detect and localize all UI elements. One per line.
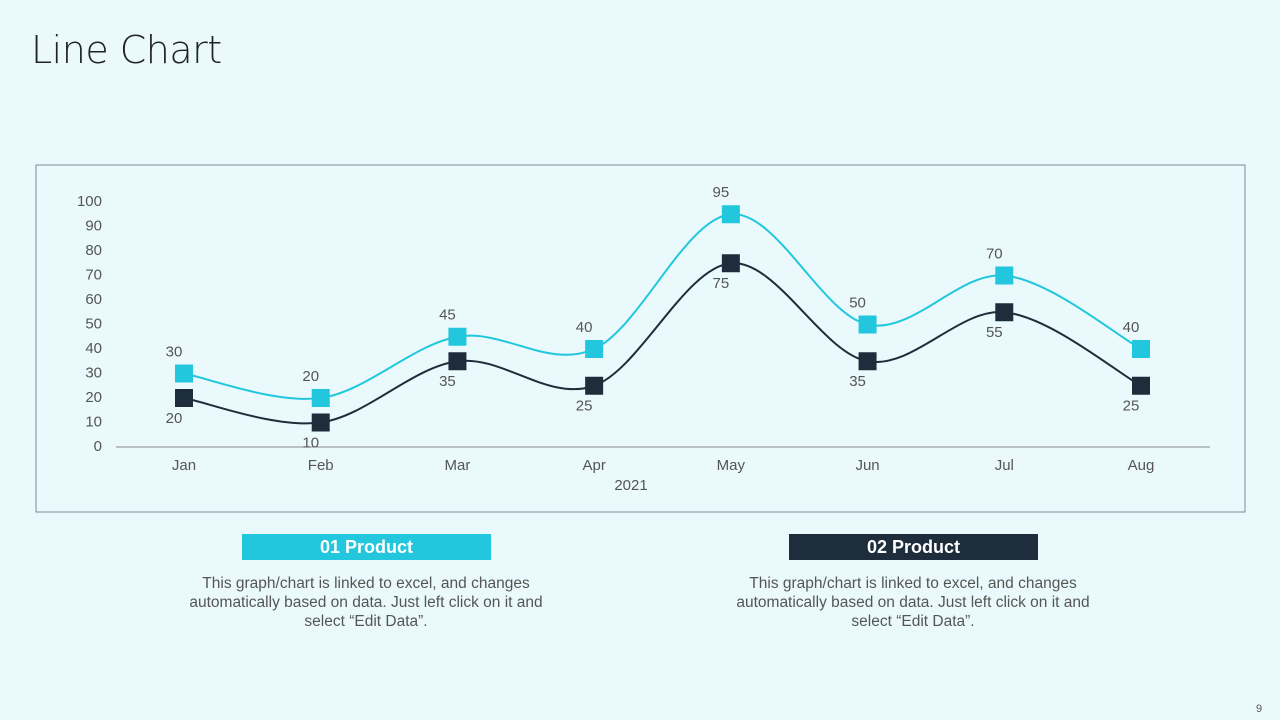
data-label: 35 — [439, 373, 456, 390]
data-label: 35 — [849, 373, 866, 390]
y-tick-label: 90 — [85, 217, 102, 234]
y-tick-label: 50 — [85, 315, 102, 332]
x-axis-label: 2021 — [614, 477, 647, 494]
point-marker — [585, 340, 604, 358]
point-marker — [448, 352, 467, 371]
data-label: 55 — [986, 324, 1003, 341]
series-line — [183, 262, 1142, 425]
point-marker — [995, 303, 1014, 322]
page-number: 9 — [1256, 703, 1263, 715]
x-tick-label: Jul — [995, 457, 1014, 474]
point-marker — [175, 364, 193, 383]
data-label: 25 — [576, 398, 593, 415]
data-label: 50 — [849, 294, 866, 311]
note: This graph/chart is linked to excel, and… — [189, 575, 543, 630]
point-marker — [311, 413, 330, 432]
data-label: 95 — [713, 184, 730, 201]
y-tick-label: 100 — [77, 193, 102, 210]
legend-item: 02 Product — [789, 534, 1038, 560]
point-marker — [858, 315, 877, 334]
point-marker — [585, 376, 604, 395]
data-label: 45 — [439, 307, 456, 324]
y-tick-label: 60 — [85, 291, 102, 308]
point-marker — [858, 352, 877, 371]
x-tick-label: Feb — [308, 457, 334, 474]
y-tick-label: 30 — [85, 364, 102, 381]
x-tick-label: Aug — [1128, 457, 1155, 474]
point-marker — [995, 266, 1014, 285]
point-marker — [721, 205, 740, 224]
data-label: 30 — [166, 343, 183, 360]
y-tick-label: 40 — [85, 340, 102, 357]
y-tick-label: 80 — [85, 242, 102, 259]
y-tick-label: 0 — [94, 438, 102, 455]
x-tick-label: May — [717, 457, 746, 474]
data-label: 20 — [302, 368, 319, 385]
data-label: 40 — [576, 319, 593, 336]
y-tick-label: 70 — [85, 266, 102, 283]
y-tick-label: 20 — [85, 389, 102, 406]
y-tick-label: 10 — [85, 413, 102, 430]
data-label: 70 — [986, 245, 1003, 262]
x-tick-label: Apr — [582, 457, 605, 474]
data-label: 10 — [302, 434, 319, 451]
data-label: 40 — [1123, 319, 1140, 336]
data-label: 20 — [166, 410, 183, 427]
x-tick-label: Mar — [445, 457, 471, 474]
note: This graph/chart is linked to excel, and… — [736, 575, 1090, 630]
point-marker — [448, 327, 467, 346]
legend-item: 01 Product — [242, 534, 491, 560]
point-marker — [1132, 376, 1150, 395]
slide-title: Line Chart — [31, 28, 222, 72]
chart-frame — [35, 164, 1246, 513]
x-tick-label: Jun — [855, 457, 879, 474]
point-marker — [311, 389, 330, 407]
point-marker — [1132, 340, 1150, 358]
point-marker — [721, 254, 740, 273]
data-label: 25 — [1123, 398, 1140, 415]
series-line — [183, 213, 1142, 400]
x-tick-label: Jan — [172, 457, 196, 474]
point-marker — [175, 389, 193, 407]
data-label: 75 — [713, 275, 730, 292]
